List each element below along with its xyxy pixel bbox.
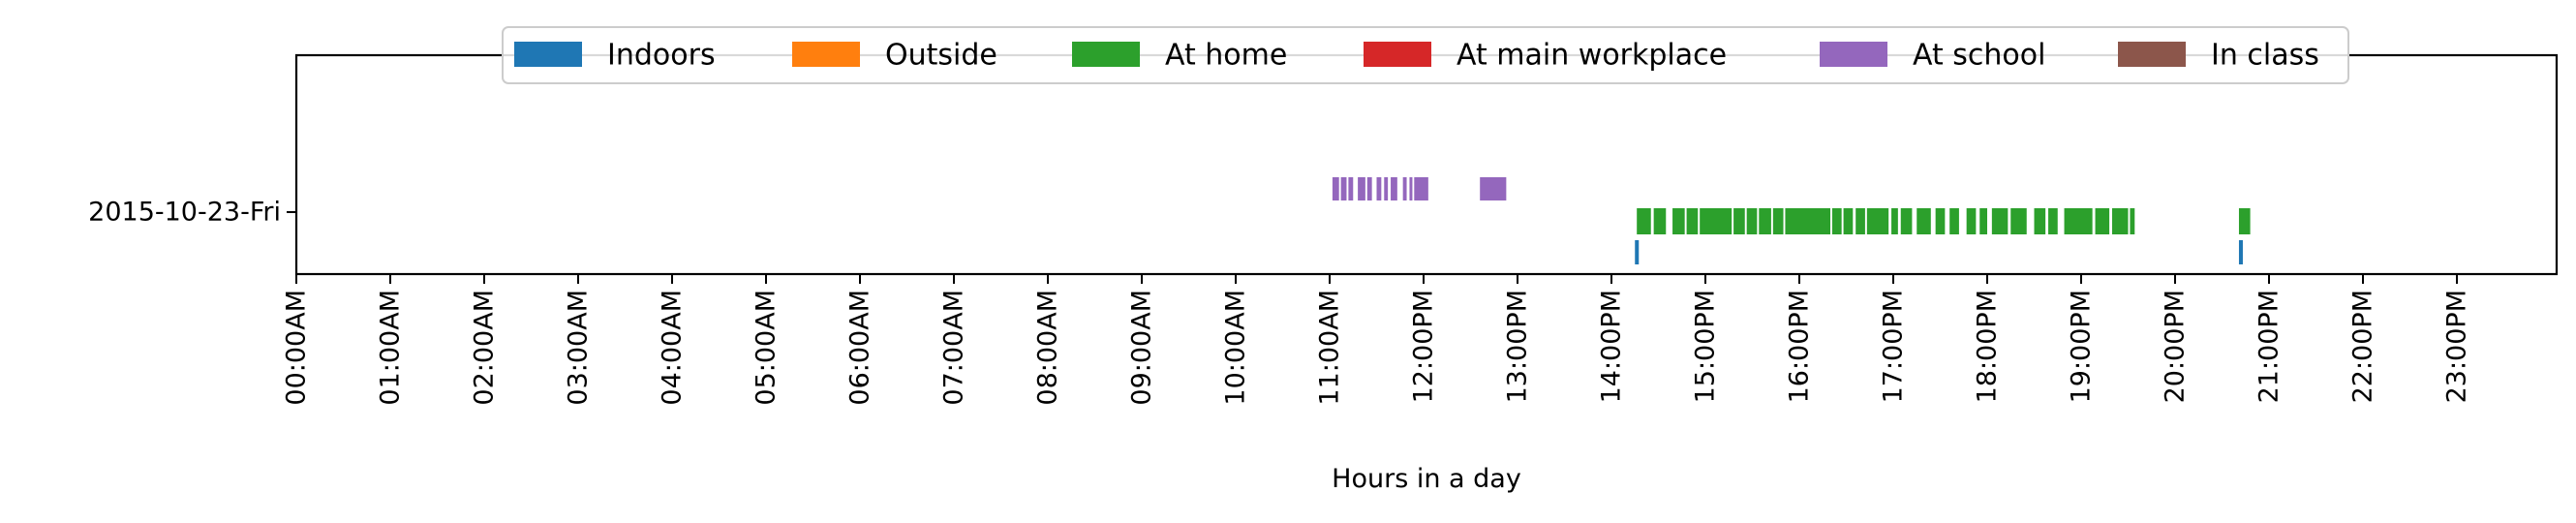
bar-at-home [1979, 208, 1987, 234]
bar-at-home [2130, 208, 2135, 234]
x-tick-label: 01:00AM [376, 290, 406, 406]
legend-swatch [1820, 42, 1887, 67]
legend-swatch [792, 42, 860, 67]
x-tick-label: 13:00PM [1503, 290, 1533, 403]
bar-at-home [2048, 208, 2058, 234]
x-tick-label: 04:00AM [658, 290, 688, 406]
bar-at-home [1746, 208, 1758, 234]
x-tick-label: 16:00PM [1785, 290, 1815, 403]
bar-at-home [1855, 208, 1865, 234]
x-tick-label: 12:00PM [1409, 290, 1439, 403]
x-tick-label: 21:00PM [2254, 290, 2285, 403]
x-axis-title: Hours in a day [1332, 464, 1521, 494]
bar-at-home [1733, 208, 1745, 234]
bar-at-home [2112, 208, 2129, 234]
x-tick-label: 11:00AM [1315, 290, 1345, 406]
bar-at-school [1332, 177, 1339, 200]
x-tick-label: 19:00PM [2067, 290, 2097, 403]
bar-at-home [1900, 208, 1913, 234]
bar-at-home [1866, 208, 1889, 234]
bar-at-school [1366, 177, 1372, 200]
bar-at-home [1991, 208, 2009, 234]
legend-label: At home [1165, 39, 1287, 73]
legend-label: Outside [885, 39, 997, 73]
bar-indoors [1635, 240, 1640, 264]
plot-area [294, 53, 2559, 276]
bar-at-school [1348, 177, 1354, 200]
bar-at-home [2034, 208, 2046, 234]
bar-at-home [1917, 208, 1931, 234]
bar-at-home [1843, 208, 1854, 234]
bar-at-home [2238, 208, 2251, 234]
bar-at-home [1966, 208, 1977, 234]
x-tick-label: 20:00PM [2161, 290, 2191, 403]
x-tick-label: 09:00AM [1127, 290, 1157, 406]
bar-at-home [2095, 208, 2110, 234]
bar-at-home [1672, 208, 1685, 234]
x-tick-label: 05:00AM [751, 290, 782, 406]
legend-label: At school [1913, 39, 2045, 73]
x-tick-label: 10:00AM [1221, 290, 1251, 406]
x-tick-label: 03:00AM [564, 290, 594, 406]
x-tick-label: 08:00AM [1033, 290, 1063, 406]
bar-at-home [1637, 208, 1651, 234]
x-tick-label: 07:00AM [939, 290, 969, 406]
legend-swatch [1364, 42, 1431, 67]
bar-at-home [1949, 208, 1959, 234]
x-tick-label: 06:00AM [845, 290, 875, 406]
bar-at-home [1891, 208, 1898, 234]
bar-at-school [1409, 177, 1413, 200]
bar-at-school [1384, 177, 1389, 200]
bar-indoors [2238, 240, 2243, 264]
bar-at-home [1686, 208, 1699, 234]
bar-at-school [1391, 177, 1397, 200]
bar-at-home [1831, 208, 1842, 234]
bar-at-school [1402, 177, 1407, 200]
bar-at-home [2010, 208, 2027, 234]
y-category-label: 2015-10-23-Fri [88, 198, 281, 228]
x-axis: 00:00AM 01:00AM 02:00AM 03:00AM 04:00AM 05:00… [282, 274, 2472, 406]
bar-at-home [1653, 208, 1667, 234]
x-tick-label: 15:00PM [1691, 290, 1721, 403]
legend-swatch [514, 42, 582, 67]
bar-at-home [1935, 208, 1946, 234]
x-tick-label: 18:00PM [1973, 290, 2003, 403]
bar-at-home [2064, 208, 2093, 234]
bar-at-school [1376, 177, 1382, 200]
x-tick-label: 22:00PM [2348, 290, 2378, 403]
x-tick-label: 14:00PM [1597, 290, 1627, 403]
x-tick-label: 00:00AM [282, 290, 312, 406]
activity-bars [1332, 177, 2251, 264]
legend: Indoors Outside At home At main workplace At… [502, 26, 2349, 84]
legend-swatch [2118, 42, 2186, 67]
legend-swatch [1072, 42, 1140, 67]
bar-at-home [1785, 208, 1831, 234]
x-tick-label: 17:00PM [1879, 290, 1909, 403]
bar-at-home [1759, 208, 1771, 234]
legend-label: At main workplace [1457, 39, 1727, 73]
y-axis: 2015-10-23-Fri [88, 198, 296, 228]
bar-at-home [1700, 208, 1733, 234]
bar-at-school [1414, 177, 1428, 200]
x-tick-label: 23:00PM [2442, 290, 2472, 403]
bar-at-home [1772, 208, 1784, 234]
x-tick-label: 02:00AM [470, 290, 500, 406]
legend-label: Indoors [607, 39, 716, 73]
legend-label: In class [2211, 39, 2319, 73]
bar-at-school [1480, 177, 1507, 200]
bar-at-school [1340, 177, 1347, 200]
bar-at-school [1358, 177, 1365, 200]
